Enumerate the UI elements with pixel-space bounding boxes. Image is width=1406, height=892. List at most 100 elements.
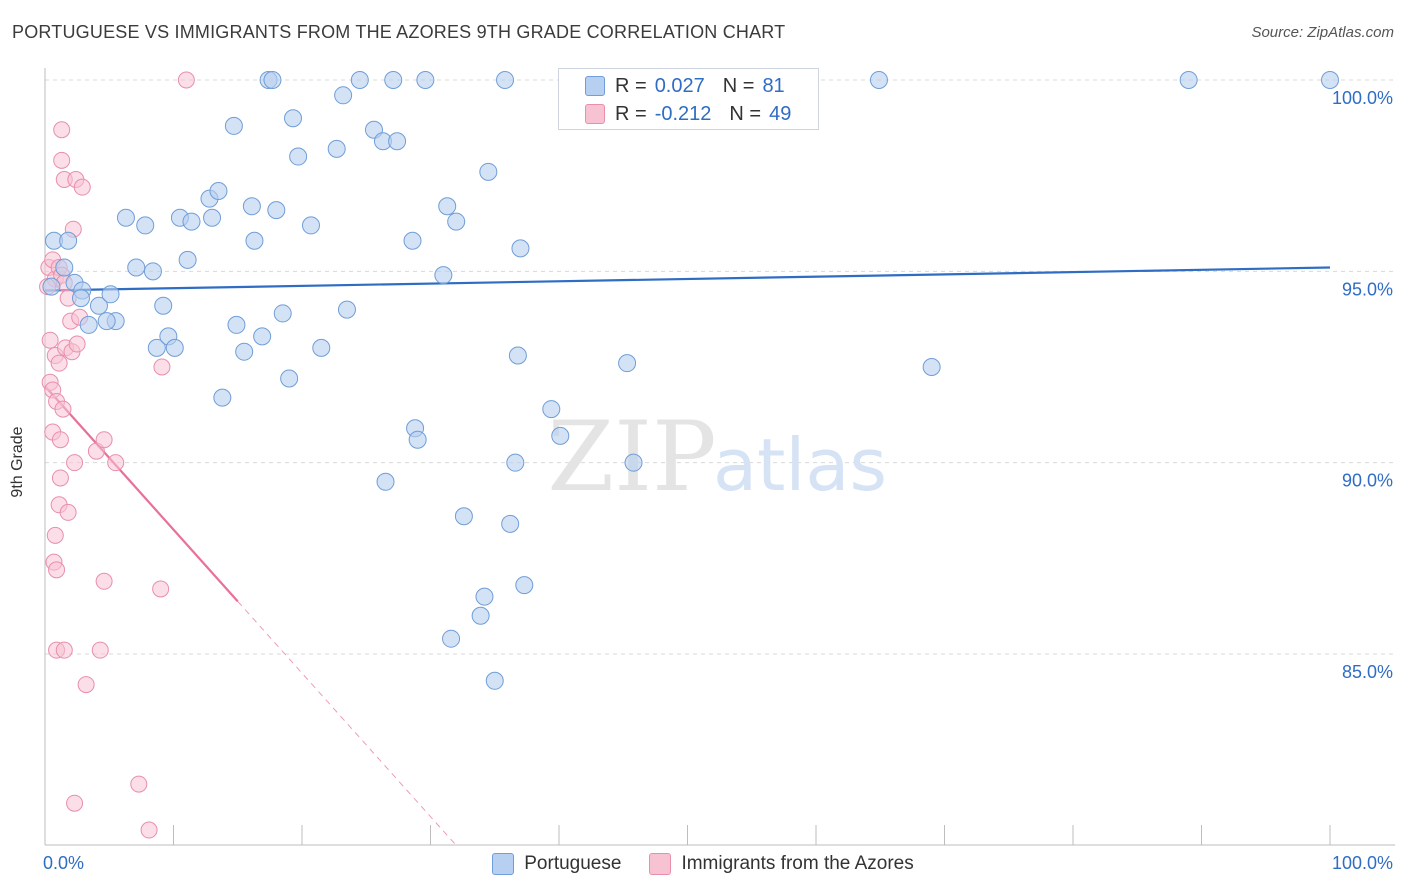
data-point-portuguese (203, 208, 222, 227)
data-point-azores (53, 151, 71, 169)
data-point-portuguese (97, 312, 116, 331)
data-point-portuguese (403, 231, 422, 250)
data-point-portuguese (182, 212, 201, 231)
data-point-portuguese (442, 629, 461, 648)
data-point-azores (41, 331, 59, 349)
data-point-portuguese (59, 231, 78, 250)
data-point-portuguese (454, 507, 473, 526)
data-point-portuguese (312, 338, 331, 357)
data-point-azores (140, 821, 158, 839)
data-point-portuguese (154, 296, 173, 315)
data-point-portuguese (485, 671, 504, 690)
series-immigrants-azores (39, 71, 195, 839)
legend-label-portuguese: Portuguese (524, 853, 622, 874)
series-legend: Portuguese Immigrants from the Azores (0, 850, 1406, 878)
legend-swatch-pink (649, 853, 672, 875)
data-point-portuguese (384, 71, 403, 89)
data-point-portuguese (301, 216, 320, 235)
data-point-portuguese (273, 304, 292, 323)
data-point-portuguese (42, 277, 61, 296)
data-point-portuguese (408, 430, 427, 449)
legend-n-label: N = (729, 102, 762, 125)
legend-item-azores[interactable]: Immigrants from the Azores (649, 853, 914, 875)
data-point-portuguese (227, 315, 246, 334)
data-point-portuguese (209, 181, 228, 200)
tick-labels: 85.0% 90.0% 95.0% 100.0% 0.0% 100.0% (43, 88, 1393, 873)
legend-label-azores: Immigrants from the Azores (681, 853, 914, 874)
trend-line-azores-extension (237, 601, 457, 846)
data-point-portuguese (542, 400, 561, 419)
legend-r-label: R = (615, 74, 647, 97)
legend-swatch-blue (585, 76, 605, 96)
x-tick-label: 0.0% (43, 853, 84, 873)
data-point-portuguese (136, 216, 155, 235)
y-tick-label: 95.0% (1342, 279, 1393, 299)
data-point-portuguese (235, 342, 254, 361)
source-label: Source: ZipAtlas.com (1251, 24, 1394, 41)
data-point-azores (59, 503, 77, 521)
legend-item-portuguese[interactable]: Portuguese (492, 853, 621, 875)
legend-row-portuguese: R = 0.027 N = 81 (559, 72, 785, 100)
data-point-portuguese (471, 606, 490, 625)
data-point-portuguese (334, 86, 353, 105)
data-point-azores (53, 121, 71, 139)
data-point-portuguese (376, 472, 395, 491)
chart-title: PORTUGUESE VS IMMIGRANTS FROM THE AZORES… (12, 22, 786, 42)
data-point-portuguese (475, 587, 494, 606)
data-point-azores (66, 454, 84, 472)
data-point-azores (66, 794, 84, 812)
data-point-portuguese (89, 296, 108, 315)
data-point-portuguese (280, 369, 299, 388)
data-point-portuguese (101, 285, 120, 304)
trend-line-portuguese (44, 266, 1331, 292)
watermark: ZIP atlas (547, 401, 887, 513)
data-point-portuguese (508, 346, 527, 365)
data-point-portuguese (253, 327, 272, 346)
data-point-portuguese (213, 388, 232, 407)
data-point-portuguese (350, 71, 369, 89)
data-point-portuguese (242, 197, 261, 216)
data-point-azores (55, 641, 73, 659)
axes (44, 68, 1395, 846)
data-point-azores (107, 454, 125, 472)
data-point-portuguese (447, 212, 466, 231)
series-portuguese (42, 71, 1339, 690)
data-point-azores (177, 71, 195, 89)
legend-r-value: 0.027 (654, 74, 705, 97)
data-point-azores (51, 469, 69, 487)
data-point-portuguese (224, 116, 243, 135)
data-point-azores (50, 354, 68, 372)
trend-lines (44, 266, 1331, 846)
data-point-portuguese (143, 262, 162, 281)
gridlines (45, 79, 1395, 655)
legend-row-azores: R = -0.212 N = 49 (559, 100, 791, 128)
data-point-azores (77, 676, 95, 694)
correlation-legend: R = 0.027 N = 81 R = -0.212 N = 49 (558, 68, 819, 130)
data-point-azores (48, 561, 66, 579)
data-point-portuguese (438, 197, 457, 216)
data-point-azores (68, 335, 86, 353)
data-point-portuguese (263, 71, 282, 89)
data-point-portuguese (55, 258, 74, 277)
data-point-azores (46, 526, 64, 544)
data-point-azores (153, 358, 171, 376)
data-point-azores (95, 572, 113, 590)
data-point-portuguese (511, 239, 530, 258)
data-point-portuguese (165, 338, 184, 357)
data-point-portuguese (267, 201, 286, 220)
data-point-portuguese (289, 147, 308, 166)
data-point-portuguese (327, 139, 346, 158)
legend-swatch-blue (492, 853, 515, 875)
data-point-portuguese (515, 576, 534, 595)
legend-r-label: R = (615, 102, 647, 125)
data-point-azores (73, 178, 91, 196)
data-point-portuguese (116, 208, 135, 227)
legend-r-value: -0.212 (654, 102, 712, 125)
data-point-portuguese (245, 231, 264, 250)
legend-n-label: N = (722, 74, 755, 97)
data-point-portuguese (71, 289, 90, 308)
legend-n-value: 49 (769, 102, 792, 125)
data-point-portuguese (922, 358, 941, 376)
data-point-portuguese (618, 354, 637, 373)
